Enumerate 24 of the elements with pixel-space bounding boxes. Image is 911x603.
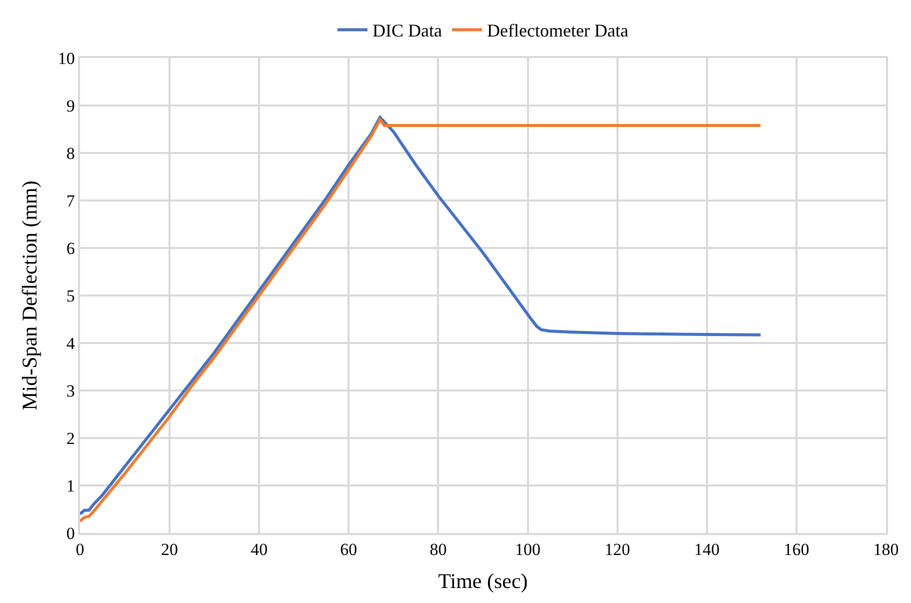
y-tick-label: 7	[66, 191, 76, 210]
y-axis-title: Mid-Span Deflection (mm)	[18, 180, 42, 410]
legend-label: DIC Data	[372, 20, 442, 41]
x-tick-label: 160	[784, 540, 810, 560]
x-tick-label: 100	[515, 540, 541, 560]
x-tick-label: 60	[340, 540, 358, 560]
x-tick-label: 20	[161, 540, 178, 560]
y-tick-label: 8	[66, 144, 75, 163]
y-tick-label: 5	[66, 286, 75, 306]
y-tick-label: 2	[66, 428, 75, 448]
y-tick-label: 4	[66, 334, 76, 353]
y-tick-label: 9	[66, 96, 75, 116]
y-tick-label: 1	[66, 476, 75, 496]
x-tick-label: 80	[430, 540, 447, 560]
legend-label: Deflectometer Data	[486, 20, 628, 41]
y-tick-label: 6	[66, 238, 75, 258]
x-tick-label: 120	[604, 540, 630, 560]
x-tick-label: 140	[694, 540, 720, 560]
y-tick-label: 3	[66, 381, 75, 400]
y-tick-label: 0	[66, 524, 75, 543]
x-axis-title: Time (sec)	[438, 568, 528, 593]
x-tick-label: 40	[250, 540, 268, 560]
y-tick-label: 10	[58, 48, 75, 68]
x-tick-label: 180	[873, 540, 899, 560]
